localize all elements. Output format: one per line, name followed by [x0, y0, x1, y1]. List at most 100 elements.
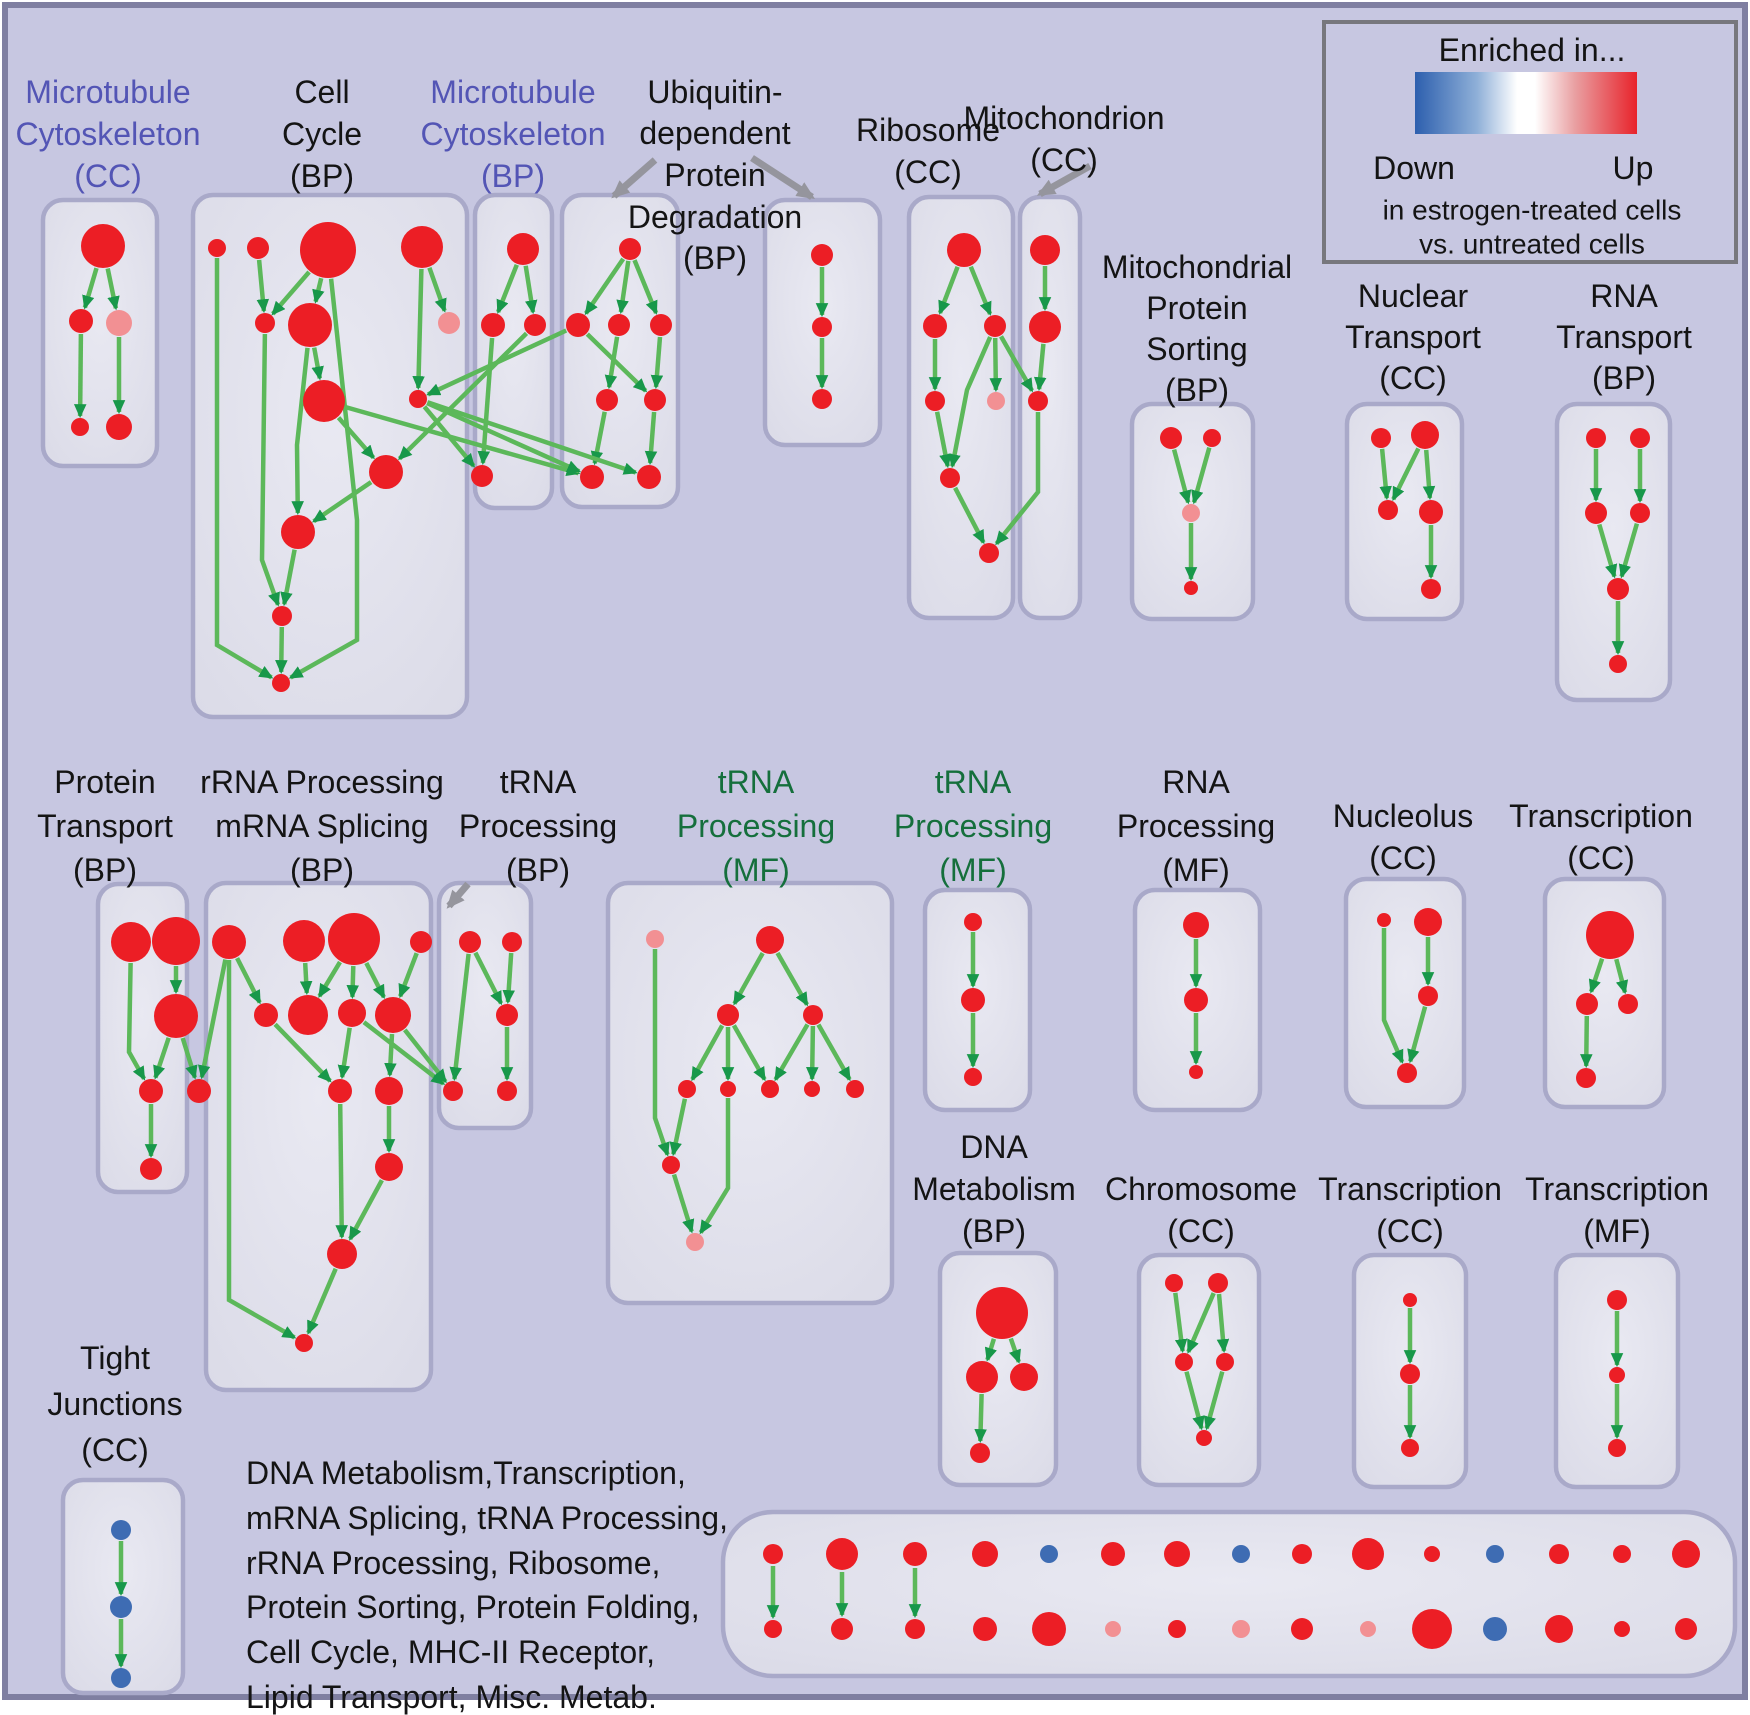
edge-f1-f10	[652, 949, 670, 1157]
node-o1	[1607, 1290, 1627, 1310]
misc-node-top-14	[1613, 1545, 1631, 1563]
group-label-rna-transport-line-1: RNA	[1590, 278, 1658, 314]
edge-b1-b2	[937, 265, 960, 315]
node-k4	[1576, 1068, 1596, 1088]
group-label-trna-mf-large-line-3: (MF)	[722, 852, 790, 888]
box-rna-transport	[1554, 401, 1673, 703]
misc-node-bottom-15	[1675, 1618, 1697, 1640]
group-label-ubiquitin-line-2: dependent	[639, 115, 790, 151]
node-f5	[678, 1080, 696, 1098]
misc-node-bottom-5	[1032, 1612, 1066, 1646]
misc-node-top-11	[1424, 1546, 1440, 1562]
edge-q5-q9	[273, 1022, 332, 1083]
node-l1	[1403, 1293, 1417, 1307]
edge-q3-q7	[346, 965, 360, 1000]
node-d4	[970, 1443, 990, 1463]
box-mt-cc	[40, 197, 160, 469]
edge-b3-b7	[948, 336, 993, 469]
node-c10	[272, 606, 292, 626]
node-b3	[984, 315, 1006, 337]
misc-node-top-10	[1352, 1538, 1384, 1570]
node-f11	[686, 1233, 704, 1251]
misc-node-bottom-8	[1232, 1620, 1250, 1638]
node-rt1	[1586, 428, 1606, 448]
node-q4	[410, 931, 432, 953]
node-t5	[497, 1081, 517, 1101]
group-label-mito-sorting-line-3: Sorting	[1146, 331, 1247, 367]
edge-q12-q13	[306, 1267, 338, 1335]
node-tj3	[111, 1668, 131, 1688]
node-u3	[608, 314, 630, 336]
edge-f10-f11	[671, 1173, 695, 1234]
node-t1	[459, 931, 481, 953]
edge-c7-c8	[336, 416, 376, 460]
edge-b7-b8	[953, 486, 986, 545]
cross-edge-q7-t4	[362, 1020, 446, 1086]
edge-f6-f11	[698, 1098, 731, 1235]
misc-node-top-4	[972, 1541, 998, 1567]
misc-node-bottom-7	[1168, 1620, 1186, 1638]
edge-q9-q12	[335, 1103, 348, 1240]
edge-s2-s3	[1191, 446, 1212, 505]
node-t3	[496, 1004, 518, 1026]
edge-e2-e4	[1216, 1293, 1230, 1354]
node-c5	[255, 313, 275, 333]
edge-f4-f7	[773, 1023, 810, 1082]
node-t4	[443, 1081, 463, 1101]
group-label-transcription-mf-line-1: Transcription	[1525, 1171, 1709, 1207]
group-label-transcription-cc-2-line-1: Transcription	[1509, 798, 1693, 834]
node-d2	[966, 1361, 998, 1393]
edge-mi2-mi3	[1033, 343, 1047, 392]
edge-f5-f10	[669, 1098, 688, 1157]
edge-rt4-rt5	[1618, 522, 1640, 579]
node-f3	[717, 1004, 739, 1026]
group-label-trna-bp-line-2: Processing	[459, 808, 617, 844]
cross-edge-q1-p5	[197, 959, 228, 1080]
edge-nt2-nt4	[1422, 449, 1436, 501]
node-p3	[154, 994, 198, 1038]
node-l3	[1401, 1439, 1419, 1457]
misc-node-top-7	[1164, 1541, 1190, 1567]
node-f4	[803, 1005, 823, 1025]
group-label-ubiquitin-line-3: Protein	[664, 157, 765, 193]
group-label-nuclear-transport-line-3: (CC)	[1379, 360, 1447, 396]
box-chromosome	[1136, 1252, 1262, 1488]
group-label-trna-mf-small-line-3: (MF)	[939, 852, 1007, 888]
box-mt-bp	[472, 192, 555, 511]
edge-t1-t4	[449, 953, 471, 1082]
legend-caption-1: in estrogen-treated cells	[1383, 195, 1682, 226]
edge-f4-f9	[816, 1023, 852, 1082]
group-label-rna-processing-mf-line-2: Processing	[1117, 808, 1275, 844]
node-mi3	[1028, 391, 1048, 411]
edge-e4-e5	[1203, 1371, 1225, 1431]
group-label-nucleolus-line-1: Nucleolus	[1333, 798, 1474, 834]
edge-c6-c7	[311, 347, 324, 381]
node-v1	[811, 244, 833, 266]
misc-node-bottom-1	[764, 1620, 782, 1638]
node-u8	[637, 465, 661, 489]
node-m2	[481, 313, 505, 337]
edge-rt3-rt5	[1597, 523, 1618, 579]
group-label-dna-metabolism-line-1: DNA	[960, 1129, 1028, 1165]
group-label-chromosome-line-2: (CC)	[1167, 1213, 1235, 1249]
misc-node-bottom-3	[905, 1619, 925, 1639]
node-e4	[1216, 1353, 1234, 1371]
group-label-ubiquitin-line-1: Ubiquitin-	[647, 74, 782, 110]
misc-node-top-1	[763, 1544, 783, 1564]
node-tj2	[110, 1596, 132, 1618]
node-p5	[187, 1079, 211, 1103]
node-rt6	[1609, 655, 1627, 673]
edge-q2-q6	[299, 962, 313, 996]
edge-c10-c11	[275, 626, 288, 675]
group-label-mt-cc-line-3: (CC)	[74, 158, 142, 194]
node-c8	[369, 455, 403, 489]
group-label-dna-metabolism-line-3: (BP)	[962, 1213, 1026, 1249]
node-q3	[328, 913, 380, 965]
legend-gradient-bar	[1415, 72, 1637, 134]
node-b2	[923, 314, 947, 338]
node-cn	[409, 390, 427, 408]
node-c11	[272, 674, 290, 692]
group-label-protein-transport-line-3: (BP)	[73, 852, 137, 888]
